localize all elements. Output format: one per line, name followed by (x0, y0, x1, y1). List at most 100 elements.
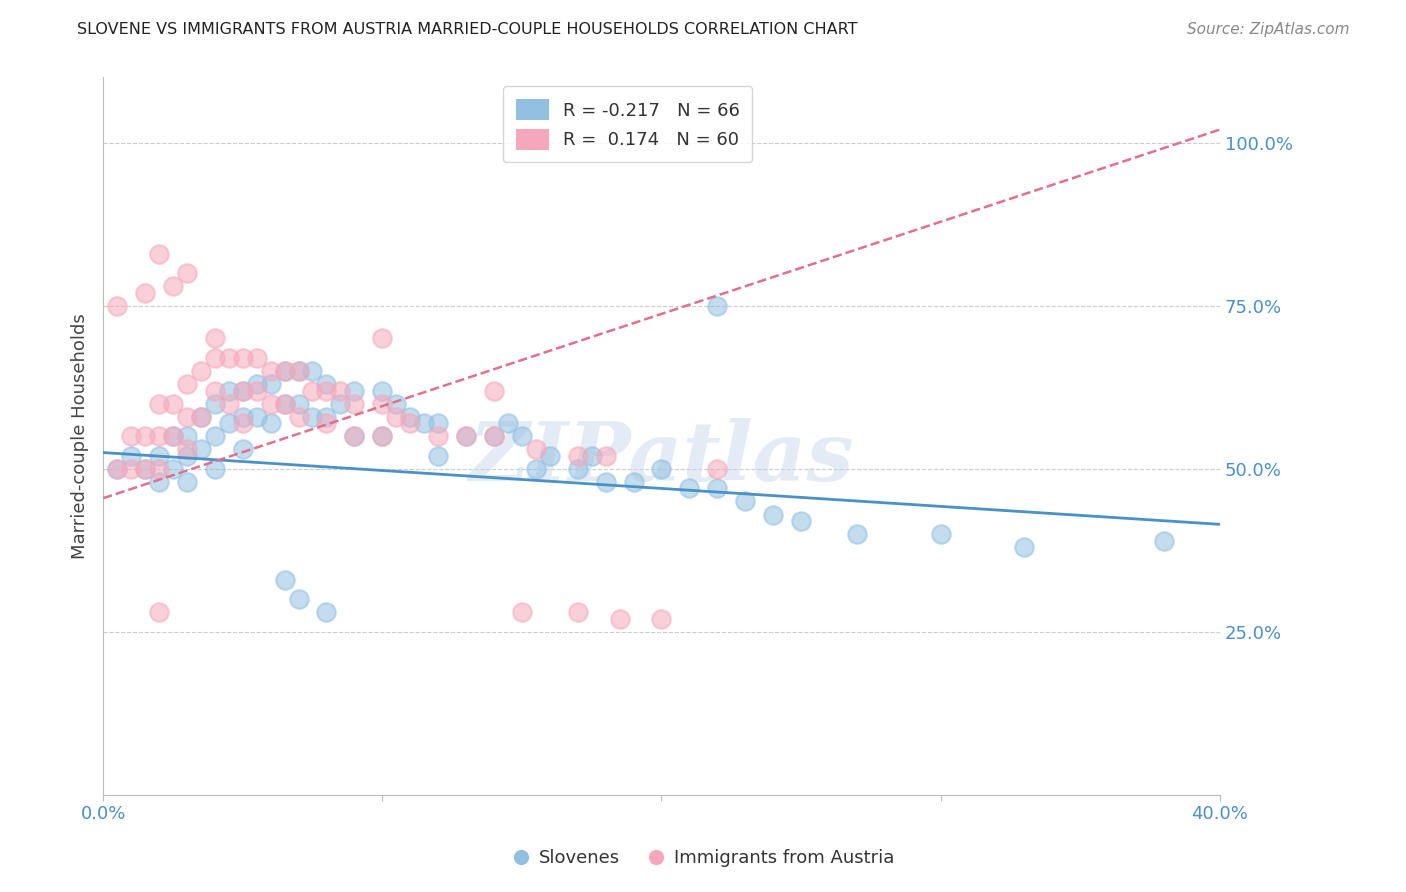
Point (567, 606, 589, 620)
Point (427, 416, 450, 430)
Point (204, 384, 226, 398)
Point (301, 384, 323, 398)
Point (427, 449, 450, 463)
Point (148, 462, 170, 476)
Y-axis label: Married-couple Households: Married-couple Households (72, 313, 89, 559)
Point (287, 592, 309, 607)
Point (259, 397, 281, 411)
Point (524, 442, 547, 457)
Legend: Slovenes, Immigrants from Austria: Slovenes, Immigrants from Austria (505, 842, 901, 874)
Point (232, 442, 254, 457)
Point (204, 351, 226, 365)
Point (148, 606, 170, 620)
Point (399, 409, 422, 424)
Text: Source: ZipAtlas.com: Source: ZipAtlas.com (1187, 22, 1350, 37)
Point (343, 429, 366, 443)
Point (650, 462, 672, 476)
Point (301, 364, 323, 378)
Point (510, 429, 533, 443)
Point (259, 416, 281, 430)
Point (232, 351, 254, 365)
Point (148, 397, 170, 411)
Point (343, 384, 366, 398)
Point (218, 416, 240, 430)
Point (176, 449, 198, 463)
Point (134, 285, 156, 300)
Point (273, 364, 295, 378)
Point (399, 416, 422, 430)
Point (454, 429, 477, 443)
Point (218, 397, 240, 411)
Point (287, 397, 309, 411)
Point (218, 384, 240, 398)
Point (120, 429, 142, 443)
Point (609, 612, 631, 626)
Point (148, 429, 170, 443)
Text: ZIPatlas: ZIPatlas (468, 417, 855, 498)
Point (120, 449, 142, 463)
Point (190, 409, 212, 424)
Point (148, 246, 170, 260)
Point (232, 384, 254, 398)
Point (134, 462, 156, 476)
Point (315, 416, 337, 430)
Point (315, 384, 337, 398)
Point (190, 442, 212, 457)
Point (246, 351, 269, 365)
Point (524, 462, 547, 476)
Point (176, 377, 198, 392)
Point (176, 429, 198, 443)
Point (371, 384, 394, 398)
Point (301, 409, 323, 424)
Point (105, 462, 128, 476)
Point (329, 397, 352, 411)
Point (454, 429, 477, 443)
Point (413, 416, 436, 430)
Point (385, 409, 408, 424)
Point (287, 409, 309, 424)
Point (510, 606, 533, 620)
Point (148, 475, 170, 489)
Point (273, 397, 295, 411)
Point (246, 409, 269, 424)
Point (1014, 540, 1036, 554)
Point (232, 409, 254, 424)
Point (190, 364, 212, 378)
Point (176, 475, 198, 489)
Point (232, 416, 254, 430)
Point (315, 606, 337, 620)
Point (595, 475, 617, 489)
Point (315, 409, 337, 424)
Point (329, 384, 352, 398)
Point (134, 462, 156, 476)
Point (134, 429, 156, 443)
Point (287, 364, 309, 378)
Point (734, 494, 756, 508)
Point (162, 429, 184, 443)
Point (678, 482, 700, 496)
Point (204, 331, 226, 345)
Legend: R = -0.217   N = 66, R =  0.174   N = 60: R = -0.217 N = 66, R = 0.174 N = 60 (503, 87, 752, 162)
Point (162, 279, 184, 293)
Point (371, 331, 394, 345)
Point (343, 429, 366, 443)
Point (287, 364, 309, 378)
Point (190, 409, 212, 424)
Point (706, 462, 728, 476)
Point (706, 482, 728, 496)
Point (581, 449, 603, 463)
Point (315, 377, 337, 392)
Point (273, 573, 295, 587)
Point (176, 266, 198, 280)
Point (496, 416, 519, 430)
Point (538, 449, 561, 463)
Point (567, 449, 589, 463)
Point (218, 351, 240, 365)
Point (482, 429, 505, 443)
Point (246, 377, 269, 392)
Text: SLOVENE VS IMMIGRANTS FROM AUSTRIA MARRIED-COUPLE HOUSEHOLDS CORRELATION CHART: SLOVENE VS IMMIGRANTS FROM AUSTRIA MARRI… (77, 22, 858, 37)
Point (762, 508, 785, 522)
Point (176, 442, 198, 457)
Point (204, 397, 226, 411)
Point (176, 409, 198, 424)
